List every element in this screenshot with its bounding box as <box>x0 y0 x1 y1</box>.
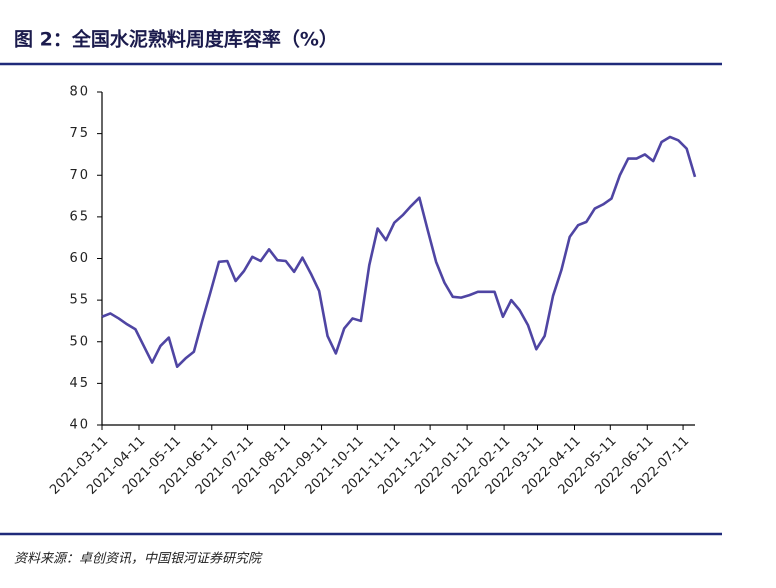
y-tick-label: 50 <box>69 334 90 349</box>
y-tick-label: 70 <box>69 168 90 183</box>
y-tick-label: 60 <box>69 251 90 266</box>
y-tick-label: 40 <box>69 418 90 433</box>
chart-title: 图 2：全国水泥熟料周度库容率（%） <box>14 28 338 51</box>
y-tick-label: 45 <box>69 376 90 391</box>
source: 资料来源：卓创资讯，中国银河证券研究院 <box>14 551 263 567</box>
y-tick-label: 55 <box>69 293 90 308</box>
y-tick-label: 75 <box>69 126 90 141</box>
y-tick-label: 65 <box>69 209 90 224</box>
series-line <box>101 135 697 369</box>
y-tick-label: 80 <box>69 85 90 100</box>
